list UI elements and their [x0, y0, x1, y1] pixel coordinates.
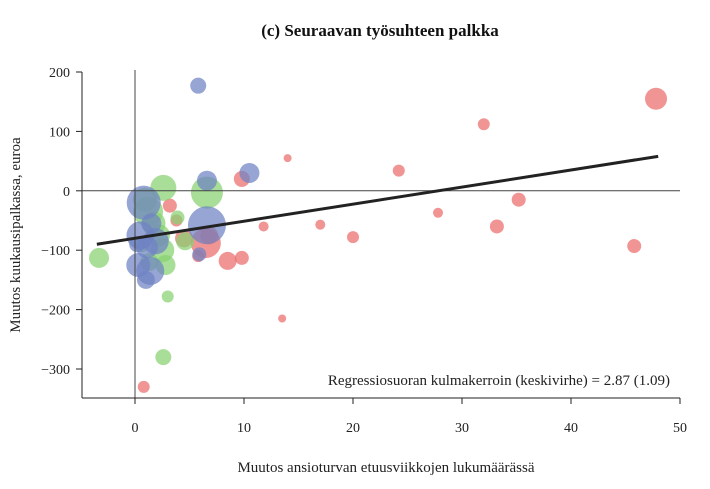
- green-point-13: [176, 232, 195, 251]
- red-point-10: [511, 192, 526, 207]
- green-point-12: [170, 210, 185, 225]
- x-tick-label: 20: [346, 421, 360, 436]
- green-point-11: [155, 349, 172, 366]
- blue-point-0: [190, 77, 207, 94]
- regression-annotation: Regressiosuoran kulmakerroin (keskivirhe…: [328, 373, 670, 389]
- y-tick-label: 0: [63, 185, 70, 200]
- blue-point-2: [239, 162, 260, 183]
- red-point-14: [218, 251, 237, 270]
- y-tick-label: −100: [41, 244, 70, 259]
- red-point-3: [283, 154, 292, 163]
- scatter-markers: [89, 77, 668, 393]
- regression-line: [96, 154, 659, 246]
- blue-point-11: [187, 206, 226, 245]
- red-point-12: [278, 314, 287, 323]
- x-tick-label: 0: [132, 421, 139, 436]
- y-axis-label: Muutos kuukausipalkassa, euroa: [8, 137, 24, 333]
- red-point-5: [258, 221, 269, 232]
- red-point-7: [347, 231, 359, 244]
- green-point-0: [89, 247, 110, 268]
- red-point-9: [489, 219, 504, 234]
- y-ticks: 200 100 0 −100 −200 −300: [41, 66, 82, 378]
- red-point-8: [433, 207, 444, 218]
- red-point-2: [392, 164, 405, 177]
- x-tick-label: 30: [455, 421, 469, 436]
- blue-point-13: [129, 236, 146, 253]
- red-point-11: [627, 239, 642, 254]
- blue-point-1: [196, 170, 217, 191]
- x-axis-label: Muutos ansioturvan etuusviikkojen lukumä…: [237, 460, 534, 476]
- red-point-1: [477, 118, 490, 131]
- red-point-0: [645, 87, 668, 110]
- blue-point-10: [136, 270, 155, 289]
- blue-point-12: [192, 247, 207, 262]
- x-tick-label: 50: [673, 421, 687, 436]
- x-tick-label: 40: [564, 421, 578, 436]
- y-tick-label: 200: [49, 66, 70, 81]
- y-tick-label: −300: [41, 363, 70, 378]
- y-tick-label: 100: [49, 125, 70, 140]
- red-point-6: [315, 219, 326, 230]
- x-tick-label: 10: [237, 421, 251, 436]
- x-ticks: 0 10 20 30 40 50: [132, 398, 687, 436]
- red-point-19: [162, 198, 177, 213]
- y-tick-label: −200: [41, 304, 70, 319]
- red-point-13: [137, 380, 150, 393]
- chart-title: (c) Seuraavan työsuhteen palkka: [261, 21, 499, 40]
- red-point-15: [234, 250, 249, 265]
- green-point-10: [161, 290, 174, 303]
